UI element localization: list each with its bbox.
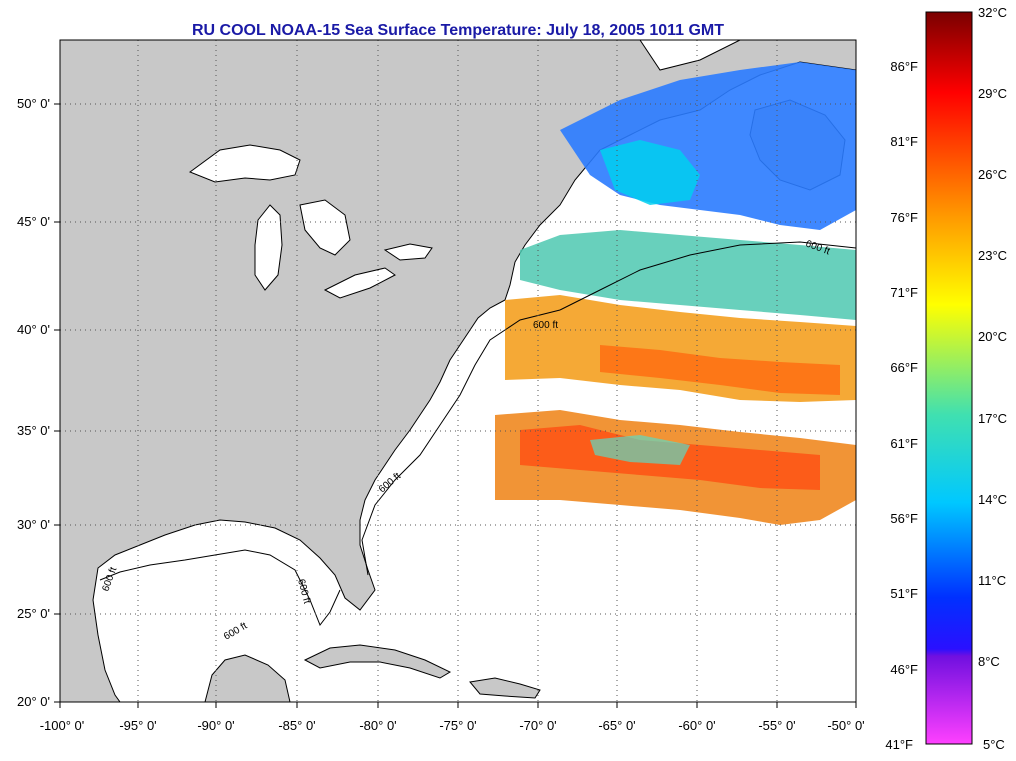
fahrenheit-label: 41°F: [885, 737, 913, 752]
fahrenheit-label: 76°F: [890, 210, 918, 225]
fahrenheit-label: 71°F: [890, 285, 918, 300]
contour-label: 600 ft: [533, 320, 558, 331]
celsius-label: 11°C: [978, 573, 1006, 588]
lon-label: -60° 0': [678, 718, 715, 733]
lake-ontario: [383, 243, 433, 261]
celsius-label: 8°C: [978, 654, 1000, 669]
fahrenheit-label: 81°F: [890, 134, 918, 149]
lon-label: -65° 0': [598, 718, 635, 733]
yucatan-land: [204, 654, 291, 702]
celsius-label: 26°C: [978, 167, 1007, 182]
sst-cool-patch: [590, 435, 690, 465]
sst-scotian-shelf: [520, 230, 856, 320]
celsius-scale: 32°C 29°C 26°C 23°C 20°C 17°C 14°C 11°C …: [978, 5, 1007, 752]
lat-label: 45° 0': [17, 214, 50, 229]
cuba-land: [303, 644, 452, 679]
lon-label: -85° 0': [278, 718, 315, 733]
lat-label: 20° 0': [17, 694, 50, 709]
fahrenheit-label: 66°F: [890, 360, 918, 375]
lake-huron: [299, 199, 351, 256]
lat-label: 50° 0': [17, 96, 50, 111]
isobath-gulf: [99, 549, 341, 627]
celsius-label: 17°C: [978, 411, 1007, 426]
lon-label: -80° 0': [359, 718, 396, 733]
lon-label: -70° 0': [519, 718, 556, 733]
fahrenheit-label: 46°F: [890, 662, 918, 677]
fahrenheit-label: 51°F: [890, 586, 918, 601]
lon-label: -90° 0': [197, 718, 234, 733]
celsius-label: 20°C: [978, 329, 1007, 344]
celsius-label: 14°C: [978, 492, 1007, 507]
lat-label: 25° 0': [17, 606, 50, 621]
lat-label: 30° 0': [17, 517, 50, 532]
lake-michigan: [254, 204, 283, 291]
lon-label: -100° 0': [40, 718, 85, 733]
hispaniola-land: [469, 677, 541, 699]
sst-gulf-stream-band: [600, 345, 840, 395]
isobath-atlantic: [361, 309, 561, 576]
isobath-north: [559, 241, 856, 311]
celsius-label: 29°C: [978, 86, 1007, 101]
lat-label: 40° 0': [17, 322, 50, 337]
fahrenheit-scale: 86°F 81°F 76°F 71°F 66°F 61°F 56°F 51°F …: [885, 59, 918, 752]
celsius-label: 23°C: [978, 248, 1007, 263]
celsius-label: 32°C: [978, 5, 1007, 20]
lon-label: -55° 0': [758, 718, 795, 733]
fahrenheit-label: 86°F: [890, 59, 918, 74]
celsius-label: 5°C: [983, 737, 1005, 752]
fahrenheit-label: 61°F: [890, 436, 918, 451]
lake-superior: [188, 144, 301, 183]
map-title: RU COOL NOAA-15 Sea Surface Temperature:…: [191, 22, 725, 39]
lon-label: -75° 0': [439, 718, 476, 733]
lat-label: 35° 0': [17, 423, 50, 438]
fahrenheit-label: 56°F: [890, 511, 918, 526]
sst-gulf-of-st-lawrence: [600, 140, 700, 205]
map-gridlines: [60, 40, 856, 702]
temperature-colorbar: [925, 11, 973, 745]
lon-label: -95° 0': [119, 718, 156, 733]
axis-ticks: [54, 103, 857, 708]
lon-label: -50° 0': [827, 718, 864, 733]
